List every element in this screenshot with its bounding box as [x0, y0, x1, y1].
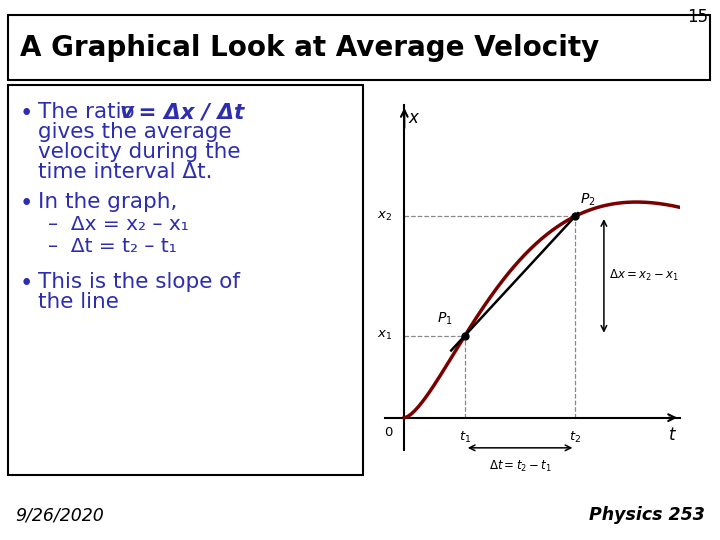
Text: A Graphical Look at Average Velocity: A Graphical Look at Average Velocity [20, 34, 599, 62]
Text: •: • [20, 102, 33, 125]
Text: Physics 253: Physics 253 [589, 506, 705, 524]
Text: time interval Δt.: time interval Δt. [38, 162, 212, 182]
Text: $x_1$: $x_1$ [377, 329, 392, 342]
Text: –  Δx = x₂ – x₁: – Δx = x₂ – x₁ [48, 215, 189, 234]
Bar [8, 15, 710, 80]
Text: $x$: $x$ [408, 109, 420, 127]
Text: The ratio: The ratio [38, 102, 148, 122]
Text: 9/26/2020: 9/26/2020 [15, 506, 104, 524]
Text: gives the average: gives the average [38, 122, 232, 142]
Text: = Δx / Δt: = Δx / Δt [131, 102, 244, 122]
Text: In the graph,: In the graph, [38, 192, 177, 212]
Text: $P_1$: $P_1$ [437, 310, 453, 327]
Text: •: • [20, 192, 33, 215]
Text: 0: 0 [384, 426, 392, 439]
Text: $P_2$: $P_2$ [580, 191, 595, 207]
Text: the line: the line [38, 292, 119, 312]
Text: $t_1$: $t_1$ [459, 429, 471, 444]
Text: $t$: $t$ [668, 426, 678, 444]
Text: velocity during the: velocity during the [38, 142, 240, 162]
Text: This is the slope of: This is the slope of [38, 272, 240, 292]
Text: –  Δt = t₂ – t₁: – Δt = t₂ – t₁ [48, 237, 176, 256]
Text: •: • [20, 272, 33, 295]
Text: $\Delta x = x_2 - x_1$: $\Delta x = x_2 - x_1$ [609, 268, 679, 284]
Text: v: v [120, 102, 134, 122]
Bar [8, 85, 363, 475]
Text: $x_2$: $x_2$ [377, 210, 392, 222]
Text: $\Delta t = t_2 - t_1$: $\Delta t = t_2 - t_1$ [489, 458, 552, 474]
Text: $t_2$: $t_2$ [570, 429, 581, 444]
Text: 15: 15 [687, 8, 708, 26]
